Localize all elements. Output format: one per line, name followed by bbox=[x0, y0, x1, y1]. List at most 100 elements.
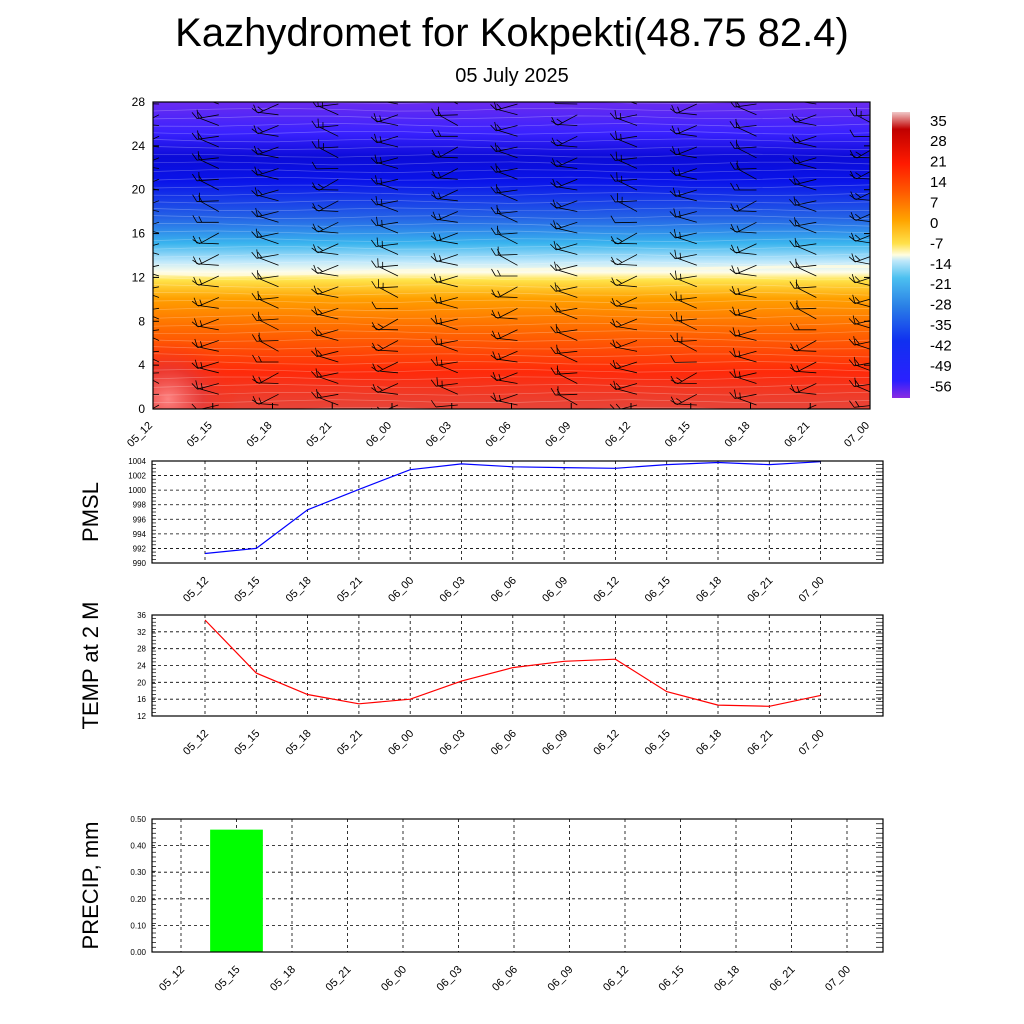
wind-barb-flag bbox=[371, 346, 379, 352]
wind-barb-flag bbox=[616, 172, 618, 181]
wind-barb-staff bbox=[495, 400, 518, 406]
wind-barb bbox=[729, 350, 757, 358]
x-tick-label: 05_21 bbox=[335, 575, 365, 605]
wind-barb-flag bbox=[669, 252, 676, 259]
wind-barb bbox=[153, 286, 160, 292]
wind-barb-staff bbox=[854, 361, 870, 367]
wind-barb-flag bbox=[490, 104, 497, 111]
wind-barb-staff bbox=[557, 373, 578, 384]
wind-barb-flag bbox=[731, 285, 736, 294]
wind-barb-flag bbox=[729, 289, 737, 295]
wind-barb-flag bbox=[200, 382, 203, 390]
colorbar-label: -7 bbox=[930, 235, 943, 252]
wind-barb-staff bbox=[153, 157, 160, 167]
wind-barb-flag bbox=[669, 293, 676, 301]
wind-barb bbox=[848, 254, 870, 263]
wind-barb-staff bbox=[153, 289, 160, 298]
wind-barb-staff bbox=[377, 383, 399, 393]
wind-barb-staff bbox=[435, 114, 458, 116]
wind-barb bbox=[153, 329, 160, 333]
wind-barb-staff bbox=[257, 236, 279, 245]
wind-barb-flag bbox=[616, 279, 622, 284]
wind-barb bbox=[370, 219, 399, 227]
wind-barb-flag bbox=[317, 246, 324, 252]
wind-barb-staff bbox=[854, 260, 870, 266]
x-tick-label: 06_15 bbox=[657, 964, 687, 994]
wind-barb-flag bbox=[437, 109, 442, 116]
wind-barb-flag bbox=[676, 312, 678, 321]
wind-barb-staff bbox=[377, 404, 399, 409]
wind-barb bbox=[430, 400, 458, 408]
wind-barb-flag bbox=[376, 406, 383, 409]
wind-barb-flag bbox=[441, 380, 443, 388]
wind-barb bbox=[251, 103, 279, 114]
wind-barb-staff bbox=[259, 372, 279, 384]
wind-barb-flag bbox=[430, 276, 438, 283]
wind-barb bbox=[610, 215, 638, 224]
wind-barb-staff bbox=[198, 138, 219, 148]
x-tick-label: 05_18 bbox=[284, 728, 314, 758]
wind-barb-flag bbox=[854, 377, 857, 386]
wind-barb bbox=[614, 109, 638, 126]
wind-barb-flag bbox=[311, 102, 317, 107]
wind-barb-staff bbox=[153, 286, 160, 292]
wind-barb bbox=[251, 293, 279, 301]
wind-barb-staff bbox=[256, 232, 279, 238]
wind-barb bbox=[675, 291, 697, 309]
wind-barb bbox=[430, 379, 458, 387]
wind-barb-staff bbox=[153, 331, 160, 341]
wind-barb bbox=[610, 275, 638, 287]
wind-barb bbox=[849, 168, 870, 180]
wind-barb-flag bbox=[679, 231, 682, 239]
wind-barb-flag bbox=[678, 190, 681, 197]
x-tick-label: 06_12 bbox=[591, 728, 621, 758]
wind-barb bbox=[311, 307, 339, 316]
wind-barb-flag bbox=[795, 136, 801, 142]
wind-barb-flag bbox=[311, 141, 317, 149]
wind-barb bbox=[431, 189, 458, 200]
wind-barb bbox=[490, 307, 518, 319]
page-title: Kazhydromet for Kokpekti(48.75 82.4) bbox=[175, 11, 849, 55]
wind-barb-staff bbox=[615, 361, 638, 370]
wind-barb-staff bbox=[318, 105, 339, 116]
wind-barb bbox=[191, 340, 219, 349]
wind-barb bbox=[371, 361, 399, 373]
wind-barb bbox=[430, 297, 458, 304]
wind-barb-flag bbox=[848, 277, 856, 284]
wind-barb bbox=[490, 165, 518, 173]
wind-barb-staff bbox=[199, 254, 219, 265]
wind-barb-flag bbox=[789, 387, 797, 394]
wind-barb-flag bbox=[317, 350, 323, 356]
wind-barb-flag bbox=[669, 128, 677, 135]
wind-barb-staff bbox=[378, 361, 399, 373]
wind-barb-staff bbox=[317, 286, 339, 295]
wind-barb-staff bbox=[437, 364, 458, 374]
wind-barb-staff bbox=[796, 340, 817, 352]
wind-barb-flag bbox=[490, 227, 496, 235]
wind-barb-flag bbox=[322, 122, 324, 129]
wind-barb-flag bbox=[253, 125, 258, 134]
wind-barb-flag bbox=[550, 264, 557, 271]
wind-barb bbox=[256, 270, 279, 288]
wind-barb-flag bbox=[251, 128, 259, 135]
y-tick-label: 0.40 bbox=[130, 842, 146, 851]
y-tick-label: 0.50 bbox=[130, 815, 146, 824]
wind-barb-flag bbox=[313, 285, 318, 294]
wind-barb bbox=[490, 186, 518, 194]
wind-barb-flag bbox=[313, 264, 317, 273]
wind-barb bbox=[251, 210, 279, 218]
wind-barb bbox=[374, 154, 399, 169]
wind-barb bbox=[789, 340, 817, 352]
wind-barb bbox=[370, 114, 399, 123]
wind-barb-flag bbox=[789, 240, 795, 248]
wind-barb bbox=[854, 377, 870, 395]
wind-barb-flag bbox=[615, 130, 617, 139]
wind-barb-staff bbox=[615, 404, 638, 409]
wind-barb bbox=[550, 367, 578, 375]
wind-barb bbox=[197, 102, 219, 105]
colorbar-label: -56 bbox=[930, 378, 952, 395]
wind-barb bbox=[853, 356, 870, 374]
wind-barb-staff bbox=[198, 318, 219, 328]
wind-barb-staff bbox=[199, 232, 219, 245]
wind-barb bbox=[613, 380, 638, 395]
